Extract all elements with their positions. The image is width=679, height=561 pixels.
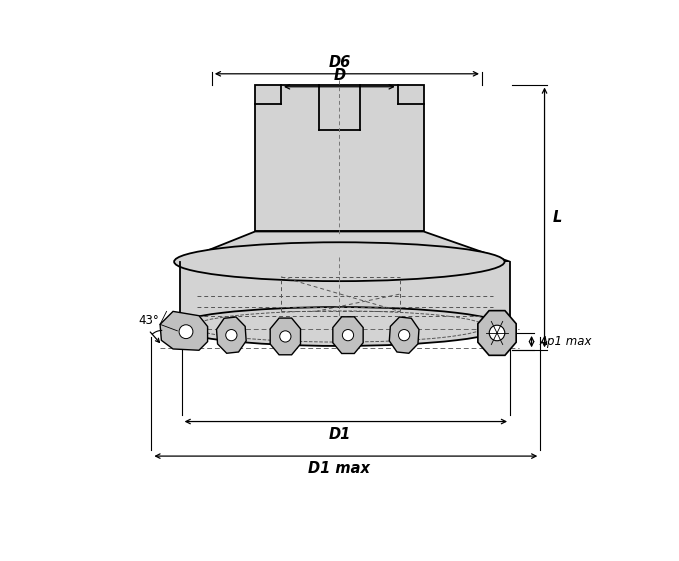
Polygon shape xyxy=(389,317,419,353)
Circle shape xyxy=(490,325,504,341)
Polygon shape xyxy=(217,317,246,353)
Text: Ap1 max: Ap1 max xyxy=(539,335,592,348)
Circle shape xyxy=(179,325,193,339)
Polygon shape xyxy=(160,311,208,350)
Polygon shape xyxy=(270,318,301,355)
Polygon shape xyxy=(333,317,363,353)
Polygon shape xyxy=(179,261,510,327)
Text: D6: D6 xyxy=(328,56,350,70)
Circle shape xyxy=(225,329,237,341)
Polygon shape xyxy=(255,85,424,232)
Ellipse shape xyxy=(174,242,504,281)
Text: 43°: 43° xyxy=(139,314,160,327)
Polygon shape xyxy=(478,311,516,355)
Circle shape xyxy=(280,331,291,342)
Ellipse shape xyxy=(174,307,504,346)
Circle shape xyxy=(399,329,409,341)
Text: D1: D1 xyxy=(328,427,350,442)
Polygon shape xyxy=(179,232,510,261)
Text: D: D xyxy=(333,68,346,83)
Text: L: L xyxy=(552,210,562,225)
Circle shape xyxy=(342,329,354,341)
Text: D1 max: D1 max xyxy=(308,461,370,476)
